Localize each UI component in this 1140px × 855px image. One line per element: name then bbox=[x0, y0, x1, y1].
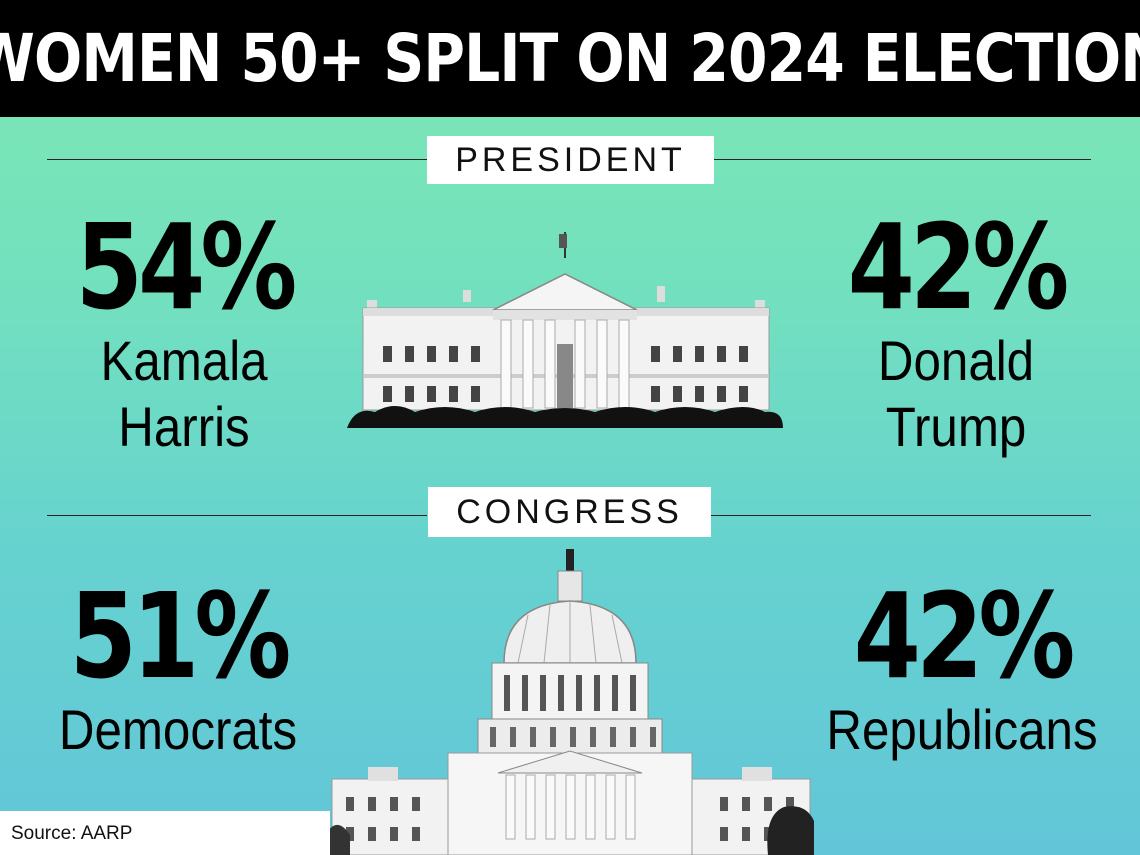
divider-right-president bbox=[714, 159, 1091, 160]
trump-last-name: Trump bbox=[885, 395, 1027, 458]
republicans-name: Republicans bbox=[826, 698, 1098, 761]
divider-left-president bbox=[47, 159, 427, 160]
capitol-icon bbox=[328, 549, 814, 855]
source-credit: Source: AARP bbox=[0, 811, 330, 855]
section-label-congress: CONGRESS bbox=[428, 487, 711, 537]
section-label-president: PRESIDENT bbox=[427, 136, 714, 184]
republicans-percent: 42% bbox=[853, 567, 1076, 705]
white-house-icon bbox=[347, 232, 783, 428]
harris-first-name: Kamala bbox=[100, 329, 268, 392]
headline-banner: WOMEN 50+ SPLIT ON 2024 ELECTION bbox=[0, 0, 1140, 117]
divider-right-congress bbox=[711, 515, 1091, 516]
harris-name: Kamala Harris bbox=[43, 328, 325, 460]
headline: WOMEN 50+ SPLIT ON 2024 ELECTION bbox=[0, 20, 1140, 97]
democrats-percent: 51% bbox=[69, 567, 292, 705]
trump-percent: 42% bbox=[847, 198, 1070, 336]
trump-name: Donald Trump bbox=[815, 328, 1097, 460]
harris-last-name: Harris bbox=[118, 395, 250, 458]
trump-first-name: Donald bbox=[877, 329, 1035, 392]
divider-left-congress bbox=[47, 515, 427, 516]
harris-percent: 54% bbox=[75, 198, 298, 336]
democrats-name: Democrats bbox=[58, 698, 298, 761]
